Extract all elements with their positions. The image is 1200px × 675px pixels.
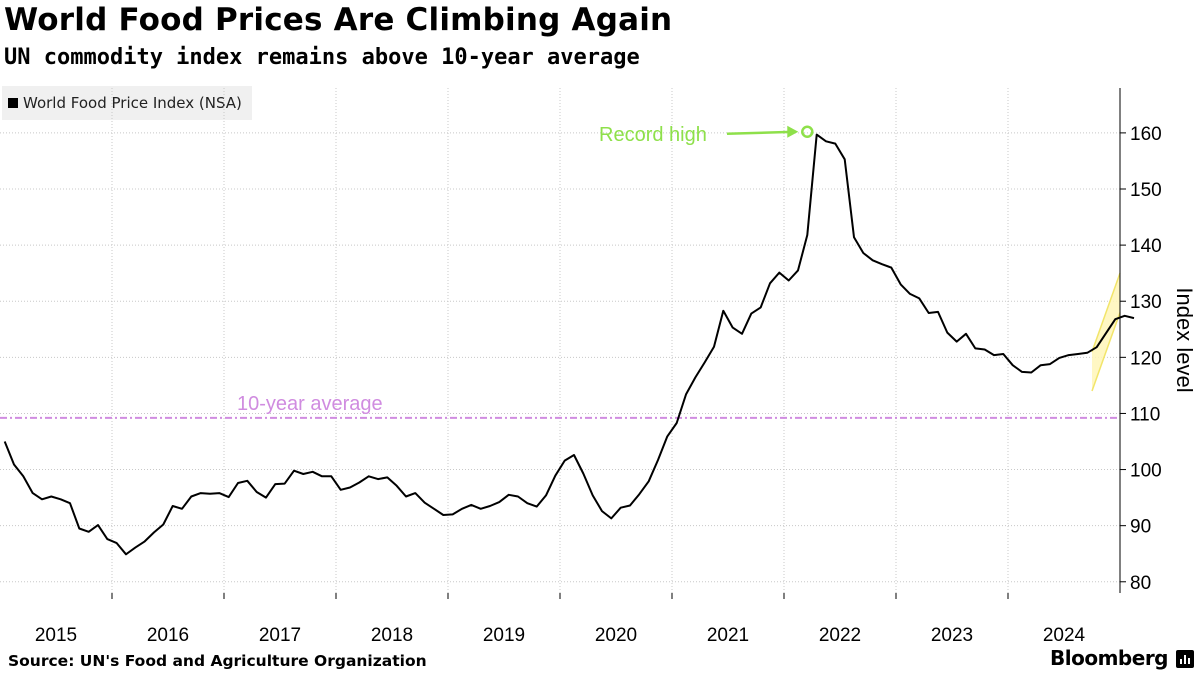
- y-tick-label-140: 140: [1130, 236, 1162, 257]
- y-tick-label-160: 160: [1130, 124, 1162, 145]
- annotation-layer: Record high: [599, 124, 814, 146]
- x-tick-label-2015: 2015: [35, 625, 77, 646]
- y-tick-label-90: 90: [1130, 517, 1151, 538]
- average-label: 10-year average: [237, 393, 383, 415]
- x-tick-label-2024: 2024: [1043, 625, 1086, 646]
- x-tick-label-2019: 2019: [483, 625, 525, 646]
- trend-channel-upper: [1091, 272, 1121, 352]
- record-high-arrow-line: [726, 130, 796, 136]
- y-tick-label-100: 100: [1130, 461, 1162, 482]
- legend-swatch: [8, 98, 18, 108]
- y-tick-label-110: 110: [1130, 404, 1160, 425]
- x-tick-label-2023: 2023: [931, 625, 973, 646]
- chart-subtitle: UN commodity index remains above 10-year…: [4, 45, 640, 70]
- bloomberg-chart-icon: [1176, 650, 1194, 668]
- series-line-0: [3, 133, 1135, 556]
- series-layer: [3, 133, 1135, 556]
- record-high-label: Record high: [599, 124, 707, 146]
- x-tick-label-2017: 2017: [259, 625, 301, 646]
- x-tick-label-2020: 2020: [595, 625, 637, 646]
- chart-title: World Food Prices Are Climbing Again: [4, 2, 673, 38]
- source-note: Source: UN's Food and Agriculture Organi…: [8, 652, 427, 670]
- record-high-arrowhead: [787, 125, 799, 138]
- legend-label: World Food Price Index (NSA): [23, 94, 242, 112]
- x-tick-label-2016: 2016: [147, 625, 189, 646]
- brand-logo-text: Bloomberg: [1050, 646, 1168, 670]
- legend: World Food Price Index (NSA): [2, 86, 252, 120]
- average-layer: 10-year average: [0, 393, 1120, 419]
- y-axis-label: Index level: [1172, 287, 1197, 392]
- x-tick-label-2021: 2021: [707, 625, 749, 646]
- record-high-marker: [801, 125, 814, 139]
- x-tick-label-2022: 2022: [819, 625, 861, 646]
- grid-layer: [0, 88, 1120, 593]
- y-tick-label-150: 150: [1130, 180, 1162, 201]
- y-tick-label-80: 80: [1130, 573, 1151, 594]
- axis-layer: 80 90 100 110 120 130 140 150 160 2015 2016 2017 201…: [35, 88, 1197, 646]
- trend-channel-lower: [1091, 312, 1121, 392]
- y-tick-label-120: 120: [1130, 348, 1162, 369]
- y-tick-label-130: 130: [1130, 292, 1162, 313]
- x-tick-label-2018: 2018: [371, 625, 413, 646]
